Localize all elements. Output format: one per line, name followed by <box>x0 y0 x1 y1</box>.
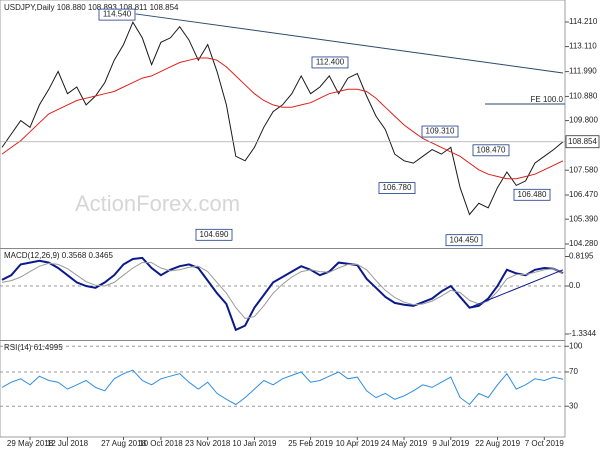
y-tick-label: 105.390 <box>569 214 598 223</box>
y-tick-label: 111.990 <box>569 67 597 76</box>
macd-title: MACD(12,26,9) 0.3568 0.3465 <box>4 251 114 260</box>
annotation-label: 109.310 <box>426 127 455 136</box>
annotation-label: 114.540 <box>103 10 132 19</box>
y-tick-label: 100 <box>569 341 583 350</box>
annotation-box <box>421 125 459 138</box>
y-tick-label: 110.880 <box>569 92 598 101</box>
plot-frame <box>0 0 566 438</box>
y-tick-label: 107.580 <box>569 165 598 174</box>
chart-title: USDJPY,Daily 108.880 108.893 108.811 108… <box>4 3 179 12</box>
series-line <box>1 262 564 319</box>
y-tick-label: 113.110 <box>569 42 597 51</box>
series-line <box>1 57 564 180</box>
x-tick-label: 24 May 2019 <box>381 439 428 448</box>
current-price-label: 108.854 <box>568 137 597 146</box>
x-tick-label: 27 Aug 2018 <box>101 439 146 448</box>
x-tick-label: 10 Jan 2019 <box>232 439 277 448</box>
annotation-label: 108.470 <box>477 145 506 154</box>
annotation-label: 106.480 <box>518 190 547 199</box>
x-tick-label: 7 Oct 2019 <box>525 439 565 448</box>
series-line <box>1 21 564 216</box>
annotation-box <box>513 188 551 201</box>
x-tick-label: 22 Aug 2019 <box>475 439 520 448</box>
annotation-box <box>378 182 416 194</box>
x-tick-label: 10 Apr 2019 <box>336 439 380 448</box>
rsi-title: RSI(14) 61.4995 <box>4 343 63 352</box>
fe-label: FE 100.0 <box>531 95 564 104</box>
y-tick-label: 109.800 <box>569 116 598 125</box>
x-tick-label: 23 Nov 2018 <box>185 439 231 448</box>
trendline <box>135 13 564 74</box>
watermark: ActionForex.com <box>75 191 240 216</box>
current-price-box <box>565 135 600 149</box>
y-tick-label: 70 <box>569 367 578 376</box>
x-tick-label: 25 Feb 2019 <box>288 439 333 448</box>
y-tick-label: 114.210 <box>569 17 598 26</box>
annotation-box <box>98 8 136 21</box>
annotation-label: 106.780 <box>383 183 412 192</box>
annotation-label: 112.400 <box>316 58 345 67</box>
x-tick-label: 12 Jul 2018 <box>47 439 89 448</box>
y-tick-label: 0.0 <box>569 281 581 290</box>
annotation-label: 104.690 <box>200 230 229 239</box>
annotation-box <box>311 56 349 69</box>
y-tick-label: 104.280 <box>569 239 598 248</box>
annotation-box <box>445 234 483 247</box>
series-line <box>1 256 564 332</box>
y-tick-label: 106.470 <box>569 190 598 199</box>
x-tick-label: 9 Jul 2019 <box>432 439 469 448</box>
annotation-box <box>472 144 510 157</box>
annotation-label: 104.450 <box>450 235 479 244</box>
series-line <box>1 369 564 406</box>
x-tick-label: 29 May 2018 <box>7 439 54 448</box>
x-tick-label: 10 Oct 2018 <box>139 439 183 448</box>
trendline <box>469 269 564 309</box>
y-tick-label: -1.3344 <box>569 329 597 338</box>
y-tick-label: 30 <box>569 401 578 410</box>
y-tick-label: 0.8195 <box>569 252 594 261</box>
annotation-box <box>195 228 233 241</box>
